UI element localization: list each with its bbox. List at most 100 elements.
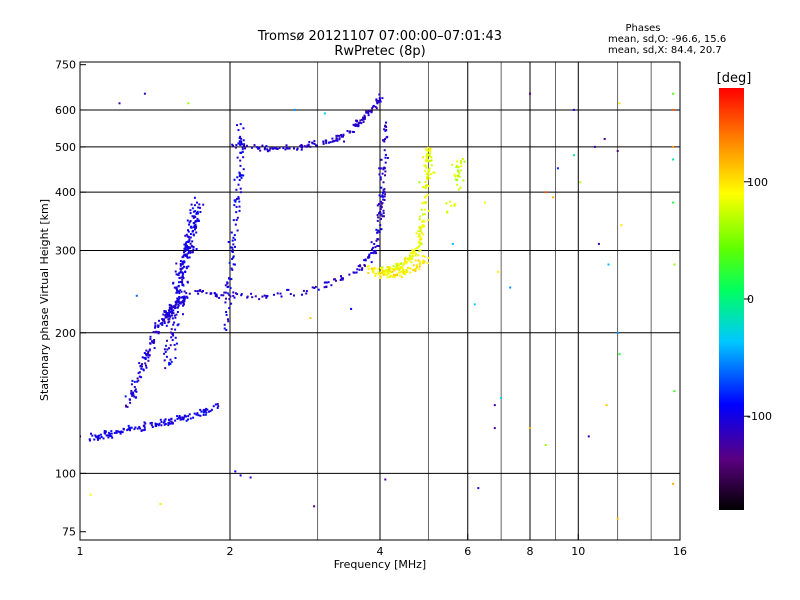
- data-point: [145, 364, 147, 367]
- data-point: [178, 281, 180, 284]
- data-point: [405, 260, 408, 263]
- data-point: [166, 348, 169, 351]
- data-point: [263, 294, 266, 297]
- data-point: [266, 148, 269, 151]
- data-point: [328, 141, 330, 144]
- data-point: [188, 223, 190, 226]
- data-point: [378, 211, 381, 213]
- data-point: [154, 422, 157, 425]
- data-point: [185, 233, 188, 236]
- data-point: [109, 434, 112, 437]
- data-point: [228, 298, 231, 301]
- data-point: [340, 275, 342, 278]
- data-point: [167, 424, 170, 427]
- data-point: [180, 418, 182, 421]
- data-point: [418, 238, 421, 241]
- data-point: [232, 144, 234, 147]
- data-point: [143, 424, 146, 427]
- data-point: [232, 256, 235, 259]
- data-point: [380, 213, 383, 216]
- data-point: [381, 97, 384, 100]
- data-point: [154, 324, 157, 327]
- data-point: [238, 179, 241, 181]
- data-point: [288, 147, 291, 150]
- data-point: [379, 178, 382, 181]
- data-point: [189, 233, 192, 235]
- data-point: [419, 262, 421, 265]
- data-point: [397, 262, 400, 265]
- data-point: [254, 295, 257, 298]
- data-point: [406, 258, 409, 260]
- data-point: [178, 290, 180, 293]
- data-point: [411, 251, 414, 254]
- data-point: [672, 201, 675, 204]
- data-point: [257, 147, 260, 150]
- data-point: [232, 291, 235, 294]
- data-point: [230, 278, 233, 281]
- data-point: [143, 429, 146, 432]
- data-point: [383, 128, 386, 131]
- data-point: [421, 220, 424, 223]
- data-point: [572, 108, 575, 111]
- data-point: [420, 237, 423, 240]
- data-point: [130, 426, 133, 429]
- data-point: [91, 434, 94, 437]
- data-point: [179, 264, 182, 267]
- data-point: [378, 194, 381, 197]
- data-point: [379, 208, 382, 210]
- data-point: [151, 426, 154, 428]
- data-point: [572, 154, 575, 157]
- data-point: [176, 417, 179, 420]
- data-point: [375, 228, 378, 231]
- data-point: [367, 256, 370, 258]
- data-point: [372, 105, 375, 108]
- data-point: [423, 220, 426, 223]
- data-point: [189, 209, 192, 212]
- x-tick-label: 1: [77, 545, 84, 558]
- data-point: [94, 434, 97, 437]
- data-point: [222, 294, 225, 297]
- data-point: [308, 140, 311, 143]
- data-point: [236, 156, 239, 159]
- data-point: [133, 386, 136, 388]
- data-point: [457, 175, 459, 178]
- data-point: [152, 331, 155, 333]
- data-point: [172, 305, 175, 308]
- data-point: [187, 247, 190, 250]
- data-point: [422, 156, 425, 159]
- data-point: [188, 413, 191, 416]
- data-point: [380, 218, 382, 220]
- data-point: [218, 296, 221, 299]
- data-point: [384, 161, 387, 164]
- data-point: [361, 268, 363, 271]
- data-point: [93, 438, 96, 441]
- data-point: [329, 141, 332, 144]
- data-point: [255, 146, 258, 149]
- data-point: [148, 354, 151, 357]
- data-point: [411, 254, 414, 257]
- data-point: [144, 353, 147, 355]
- data-point: [497, 270, 499, 273]
- data-point: [157, 326, 160, 328]
- phases-stats-o: mean, sd,O: -96.6, 15.6: [608, 34, 726, 45]
- data-point: [417, 254, 420, 257]
- data-point: [193, 196, 196, 199]
- data-point: [423, 255, 426, 258]
- data-point: [279, 292, 282, 295]
- data-point: [410, 258, 413, 261]
- data-point: [477, 487, 480, 490]
- data-point: [236, 176, 239, 179]
- data-point: [169, 315, 172, 318]
- data-point: [421, 226, 424, 228]
- data-point: [157, 424, 160, 427]
- data-point: [240, 141, 243, 144]
- data-point: [186, 235, 189, 238]
- data-point: [122, 427, 125, 430]
- y-tick-label: 750: [55, 59, 76, 72]
- data-point: [226, 282, 229, 285]
- data-point: [348, 273, 351, 276]
- data-point: [607, 263, 610, 266]
- data-point: [419, 235, 422, 238]
- data-point: [140, 429, 143, 432]
- data-point: [151, 341, 154, 344]
